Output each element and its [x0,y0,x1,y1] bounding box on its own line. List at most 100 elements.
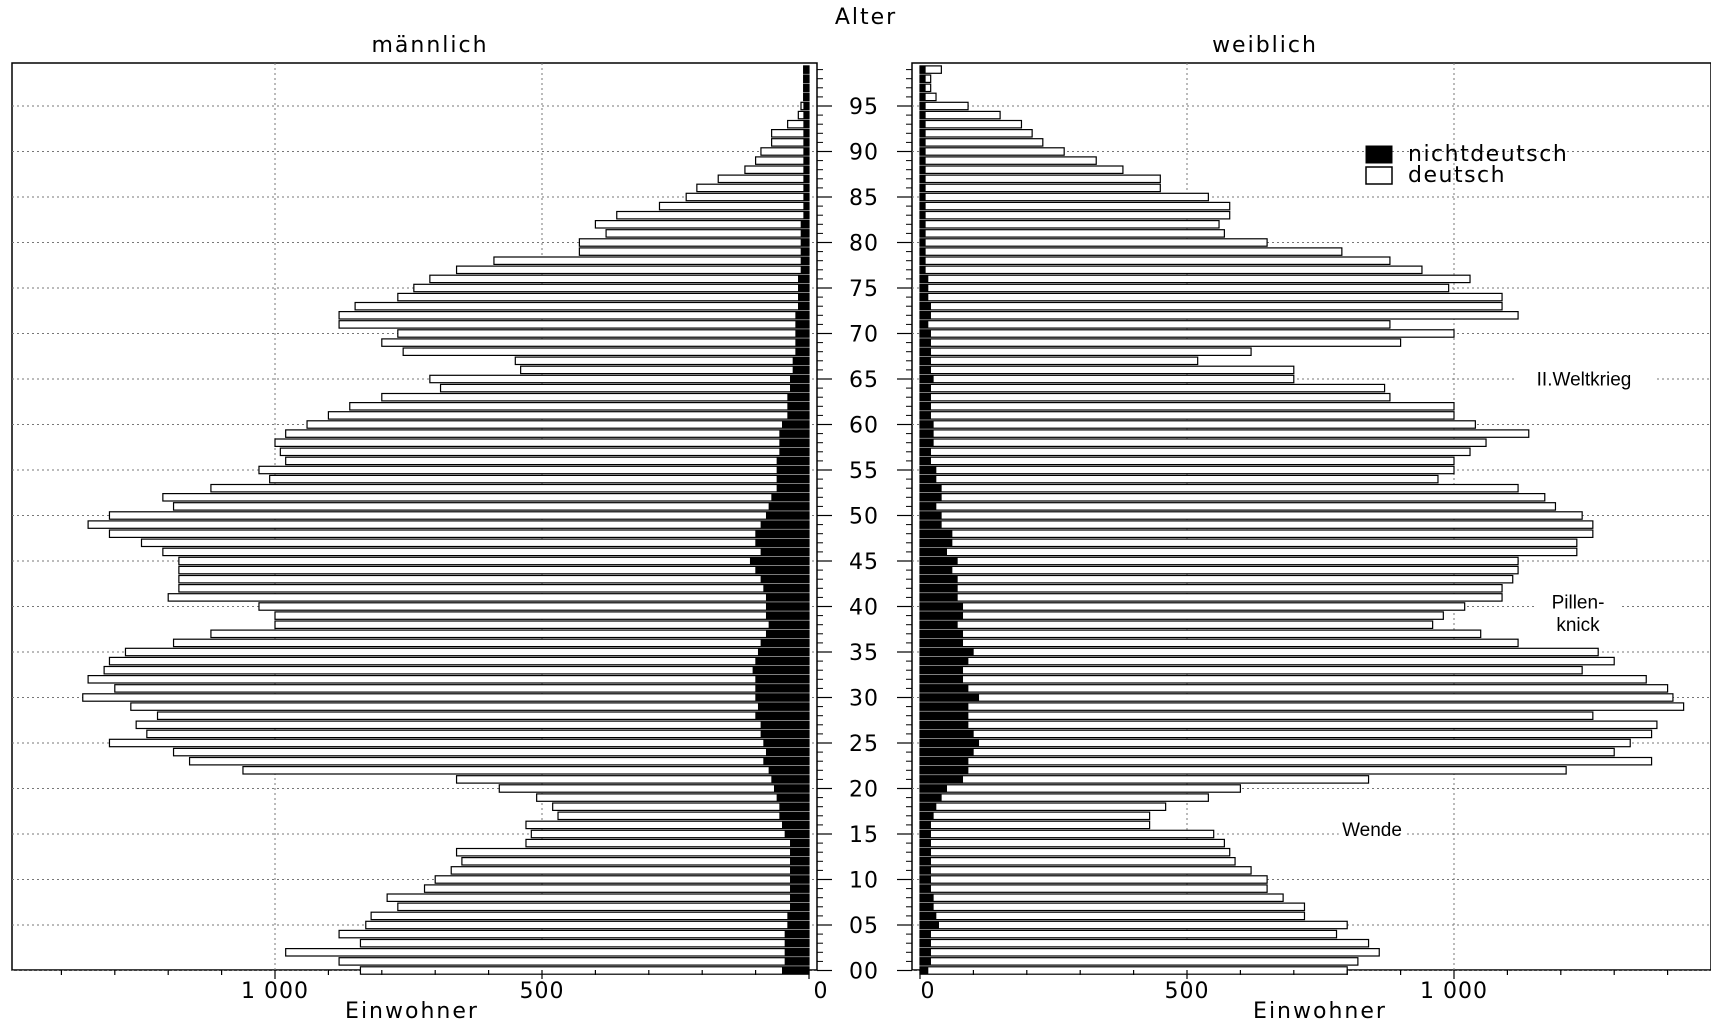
female-bar-nichtdeutsch [919,256,926,265]
male-bar-deutsch [685,192,810,202]
female-bar-nichtdeutsch [919,74,926,83]
annotations: II.Weltkrieg Pillen-knick Wende [1338,366,1654,843]
male-bar-nichtdeutsch [755,675,810,684]
male-bar-nichtdeutsch [776,456,810,465]
female-bar-deutsch [919,629,1482,639]
male-bar-deutsch [397,292,810,302]
male-bar-nichtdeutsch [790,374,810,383]
annotation-label: knick [1556,615,1600,636]
female-bar-nichtdeutsch [919,784,948,793]
male-bar-deutsch [578,238,810,247]
male-bar-nichtdeutsch [760,638,810,647]
male-bar-deutsch [359,938,810,948]
female-bar-deutsch [919,392,1391,402]
male-bar-deutsch [306,420,810,429]
male-bar-deutsch [87,520,810,529]
female-bar-deutsch [919,593,1503,602]
age-tick-label: 05 [849,914,879,939]
male-bar-deutsch [717,174,810,184]
annotation-background [1534,589,1622,616]
female-bar-nichtdeutsch [919,911,937,920]
male-bar-deutsch [760,147,810,156]
female-bar-nichtdeutsch [919,720,969,729]
female-bar-deutsch [919,438,1487,448]
female-bar-deutsch [919,456,1455,466]
female-bar-nichtdeutsch [919,948,931,957]
male-bar-nichtdeutsch [765,602,810,611]
male-bar-deutsch [108,529,810,539]
female-bar-deutsch [919,720,1658,730]
female-bar-nichtdeutsch [919,893,934,902]
male-bar-deutsch [744,165,810,175]
female-bar-deutsch [919,338,1402,347]
female-bar-nichtdeutsch [919,447,931,456]
male-bar-nichtdeutsch [781,966,810,975]
female-bar-deutsch [919,274,1471,284]
female-bar-nichtdeutsch [919,374,934,383]
age-tick-label: 65 [849,368,879,393]
female-bar-deutsch [919,693,1674,702]
female-bar-deutsch [919,674,1647,684]
female-bar-deutsch [919,802,1167,812]
male-bar-nichtdeutsch [749,556,810,565]
male-bar-nichtdeutsch [760,520,810,529]
female-bar-deutsch [919,110,1001,120]
female-bar-deutsch [919,502,1557,511]
male-bar-nichtdeutsch [763,584,810,593]
age-tick-label: 35 [849,641,879,666]
female-bar-nichtdeutsch [919,775,964,784]
female-bar-nichtdeutsch [919,420,934,429]
age-tick-label: 75 [849,277,879,302]
female-bar-deutsch [919,647,1599,657]
female-bar-deutsch [919,465,1455,475]
male-bar-deutsch [108,738,810,748]
male-bar-nichtdeutsch [760,720,810,729]
female-bar-nichtdeutsch [919,748,974,757]
male-bar-deutsch [397,329,810,338]
female-bar-nichtdeutsch [919,165,926,174]
male-bar-nichtdeutsch [784,948,810,957]
female-bar-nichtdeutsch [919,183,926,192]
male-bar-deutsch [285,429,810,438]
age-tick-label: 20 [849,778,879,803]
female-bar-deutsch [919,201,1231,211]
female-bar-deutsch [919,292,1503,302]
male-bar-deutsch [359,966,810,975]
female-bar-nichtdeutsch [919,820,931,829]
female-bar-deutsch [919,374,1295,384]
male-bar-nichtdeutsch [773,784,810,793]
female-bar-nichtdeutsch [919,884,931,893]
female-bar-nichtdeutsch [919,902,934,911]
male-bar-nichtdeutsch [776,484,810,493]
female-bar-nichtdeutsch [919,839,931,848]
male-bar-nichtdeutsch [755,684,810,693]
female-bar-deutsch [919,365,1295,375]
male-bar-nichtdeutsch [760,575,810,584]
male-bar-nichtdeutsch [803,193,810,202]
male-bar-nichtdeutsch [790,893,810,902]
female-bar-deutsch [919,929,1338,939]
female-bar-nichtdeutsch [919,229,926,238]
female-bar-deutsch [919,702,1685,711]
male-bar-deutsch [269,474,810,484]
female-bar-deutsch [919,547,1578,557]
female-bar-deutsch [919,520,1594,529]
male-bar-deutsch [327,411,810,420]
female-x-ticks: 0 500 1 000 [919,970,1669,1004]
male-bar-deutsch [178,565,810,575]
female-bar-deutsch [919,602,1466,611]
female-bar-nichtdeutsch [919,939,931,948]
male-bar-nichtdeutsch [790,848,810,857]
age-tick-label: 40 [849,596,879,621]
annotation-background [1514,366,1654,393]
female-bar-nichtdeutsch [919,675,964,684]
female-bar-nichtdeutsch [919,729,974,738]
male-bar-nichtdeutsch [784,939,810,948]
male-bar-nichtdeutsch [790,866,810,875]
female-bar-deutsch [919,420,1476,429]
female-bar-deutsch [919,556,1519,566]
male-bar-nichtdeutsch [792,365,810,374]
female-bar-nichtdeutsch [919,283,929,292]
male-bar-deutsch [381,338,810,347]
age-tick-label: 15 [849,823,879,848]
